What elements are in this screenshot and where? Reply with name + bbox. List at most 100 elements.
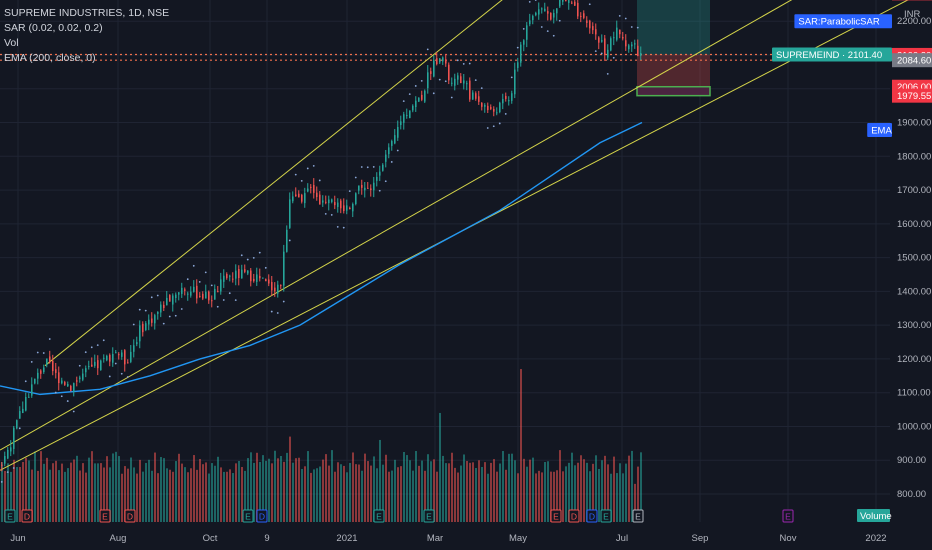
volume-bar: [34, 451, 36, 522]
time-axis[interactable]: Jun Aug Oct 9 2021 Mar May Jul Sep Nov 2022: [10, 533, 886, 544]
price-tick-label: 800.00: [897, 489, 926, 500]
event-marker-box: [423, 509, 435, 523]
channel-line: [0, 0, 793, 451]
sar-dot: [306, 167, 309, 170]
candle-body: [586, 20, 588, 23]
candle-body: [496, 112, 498, 114]
candle-body: [112, 353, 114, 363]
event-marker-box: [4, 509, 16, 523]
sar-dot: [414, 85, 417, 87]
volume-bar: [175, 461, 177, 522]
candle-body: [598, 37, 600, 43]
volume-bar: [286, 452, 288, 522]
sar-dot: [6, 471, 9, 474]
volume-bar: [538, 470, 540, 522]
candle-body: [352, 204, 354, 212]
sar-dot: [588, 3, 591, 6]
volume-bar: [478, 460, 480, 522]
candle-body: [514, 69, 516, 95]
candle-body: [415, 100, 417, 108]
volume-bar: [511, 453, 513, 522]
candle-body: [454, 78, 456, 86]
candle-body: [82, 373, 84, 380]
candle-body: [433, 60, 435, 77]
sar-dot: [408, 93, 411, 96]
sar-dot: [60, 395, 63, 398]
volume-tag: Volume: [860, 511, 892, 522]
volume-bar: [475, 468, 477, 522]
volume-bar: [94, 463, 96, 522]
volume-bar: [187, 472, 189, 522]
candle-body: [277, 284, 279, 294]
candle-body: [256, 274, 258, 282]
volume-bar: [439, 412, 441, 522]
sar-dot: [396, 149, 399, 152]
candle-body: [505, 96, 507, 99]
candle-body: [559, 0, 561, 7]
candle-body: [409, 110, 411, 119]
symbol-title[interactable]: SUPREME INDUSTRIES, 1D, NSE: [4, 7, 170, 19]
volume-bar: [571, 452, 573, 522]
volume-bar: [316, 468, 318, 522]
candle-body: [94, 361, 96, 366]
price-axis[interactable]: 800.00 900.00 1000.00 1100.00 1200.00 1300.00…: [897, 0, 931, 500]
sar-dot: [66, 400, 69, 402]
candle-body: [556, 8, 558, 14]
volume-bar: [190, 468, 192, 522]
candle-body: [157, 311, 159, 314]
volume-bar: [70, 462, 72, 522]
candle-body: [349, 207, 351, 210]
candle-body: [34, 378, 36, 384]
sar-dot: [516, 46, 519, 49]
event-marker-box: [124, 509, 136, 523]
indicator-ema[interactable]: EMA (200, close, 0): [4, 52, 96, 64]
long-position-tool[interactable]: [636, 0, 711, 97]
indicator-sar[interactable]: SAR (0.02, 0.02, 0.2): [4, 22, 103, 34]
candle-body: [448, 64, 450, 81]
volume-bar: [10, 471, 12, 522]
candle-body: [520, 44, 522, 63]
candle-body: [88, 366, 90, 368]
sar-dot: [522, 28, 525, 30]
sar-dot: [108, 375, 111, 378]
candle-body: [199, 295, 201, 297]
volume-bar: [292, 462, 294, 522]
volume-bar: [55, 460, 57, 522]
volume-bar: [322, 459, 324, 522]
candle-body: [166, 297, 168, 306]
time-tick-label: May: [509, 533, 527, 544]
sar-dot: [384, 180, 387, 183]
time-tick-label: Sep: [692, 533, 709, 544]
volume-bar: [25, 457, 27, 522]
volume-bar: [388, 471, 390, 522]
volume-bar: [328, 465, 330, 522]
volume-bar: [157, 473, 159, 522]
sar-dot: [198, 281, 201, 283]
volume-bar: [604, 455, 606, 522]
sar-dot: [528, 0, 531, 3]
candle-body: [28, 396, 30, 398]
candle-body: [490, 107, 492, 109]
candle-body: [202, 293, 204, 299]
volume-bar: [382, 464, 384, 522]
candle-body: [43, 367, 45, 373]
volume-bar: [598, 468, 600, 522]
event-marker-letter: E: [245, 512, 251, 522]
volume-bar: [103, 467, 105, 522]
volume-bar: [517, 473, 519, 522]
candle-body: [232, 278, 234, 280]
volume-bar: [88, 457, 90, 522]
volume-bar: [28, 460, 30, 522]
trend-channels[interactable]: [0, 0, 932, 471]
candle-body: [307, 188, 309, 192]
volume-bar: [223, 471, 225, 522]
indicator-vol[interactable]: Vol: [4, 37, 19, 49]
candle-body: [40, 370, 42, 374]
candle-body: [619, 29, 621, 35]
volume-bar: [289, 436, 291, 522]
chart-legend: SUPREME INDUSTRIES, 1D, NSE SAR (0.02, 0…: [4, 6, 169, 66]
candle-body: [640, 52, 642, 56]
candle-body: [511, 93, 513, 101]
